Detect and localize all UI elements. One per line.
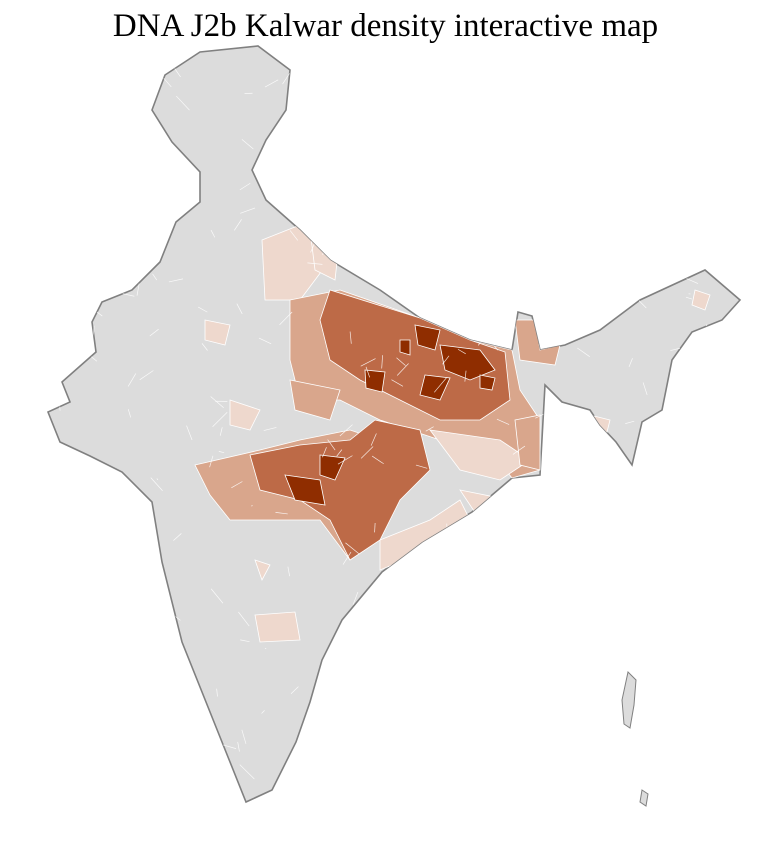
district-region-high[interactable] <box>419 374 451 401</box>
district-region-very-low[interactable] <box>254 559 271 581</box>
district-region-medium[interactable] <box>319 289 511 421</box>
district-region-low[interactable] <box>514 414 541 471</box>
district-region-high[interactable] <box>399 339 411 356</box>
map-title: DNA J2b Kalwar density interactive map <box>112 8 659 44</box>
andaman-islands[interactable] <box>621 670 637 729</box>
district-region-high[interactable] <box>364 369 386 393</box>
district-region-very-low[interactable] <box>229 399 261 431</box>
district-region-high[interactable] <box>319 454 346 481</box>
district-region-very-low[interactable] <box>691 289 711 311</box>
district-region-very-low[interactable] <box>204 319 231 346</box>
district-region-very-low[interactable] <box>254 611 301 643</box>
district-region-very-low[interactable] <box>429 429 531 481</box>
district-region-high[interactable] <box>284 474 326 506</box>
district-region-high[interactable] <box>414 324 441 351</box>
district-region-low[interactable] <box>289 379 341 421</box>
district-region-high[interactable] <box>439 344 496 381</box>
district-region-low[interactable] <box>514 319 561 366</box>
district-region-high[interactable] <box>479 374 496 391</box>
nicobar-islands[interactable] <box>639 789 649 807</box>
